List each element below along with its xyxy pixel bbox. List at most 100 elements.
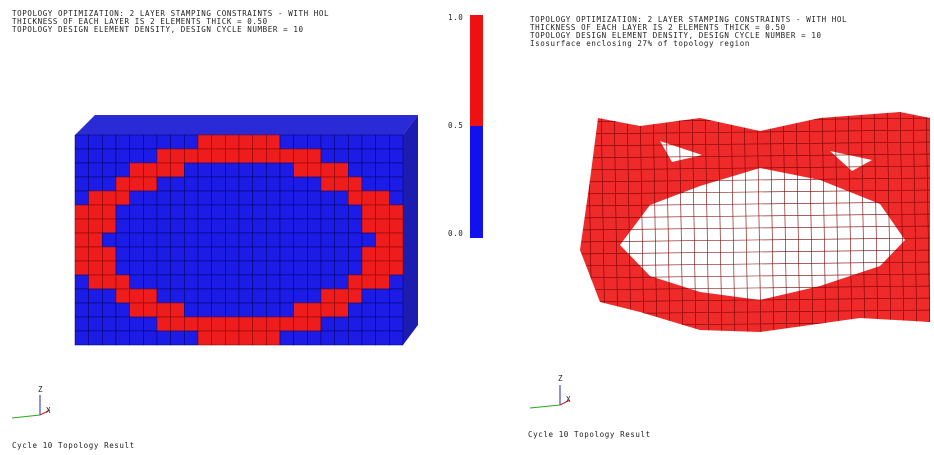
element bbox=[348, 191, 362, 205]
element bbox=[102, 219, 116, 233]
element bbox=[307, 163, 321, 177]
element bbox=[389, 275, 403, 289]
element bbox=[376, 219, 390, 233]
element bbox=[130, 219, 144, 233]
element bbox=[294, 191, 308, 205]
element bbox=[143, 135, 157, 149]
caption: Cycle 10 Topology Result bbox=[528, 430, 651, 439]
element bbox=[89, 205, 103, 219]
element bbox=[171, 261, 185, 275]
element bbox=[157, 135, 171, 149]
element bbox=[184, 219, 198, 233]
element bbox=[335, 331, 349, 345]
element bbox=[294, 261, 308, 275]
element bbox=[116, 177, 130, 191]
element bbox=[116, 191, 130, 205]
element bbox=[307, 233, 321, 247]
element bbox=[184, 331, 198, 345]
element bbox=[116, 275, 130, 289]
element bbox=[143, 233, 157, 247]
element bbox=[130, 275, 144, 289]
top-face bbox=[75, 115, 418, 135]
element bbox=[348, 233, 362, 247]
element bbox=[266, 233, 280, 247]
element bbox=[184, 317, 198, 331]
element bbox=[225, 303, 239, 317]
caption: Cycle 10 Topology Result bbox=[12, 441, 135, 450]
element bbox=[307, 149, 321, 163]
element bbox=[239, 275, 253, 289]
y-axis bbox=[530, 405, 560, 408]
element bbox=[389, 233, 403, 247]
element bbox=[89, 219, 103, 233]
element bbox=[280, 177, 294, 191]
element bbox=[335, 303, 349, 317]
element bbox=[362, 331, 376, 345]
mesh-line bbox=[570, 334, 934, 338]
element bbox=[362, 205, 376, 219]
element bbox=[130, 205, 144, 219]
element bbox=[75, 247, 89, 261]
element bbox=[212, 135, 226, 149]
element bbox=[266, 177, 280, 191]
element bbox=[362, 135, 376, 149]
element bbox=[75, 135, 89, 149]
element bbox=[212, 191, 226, 205]
element bbox=[280, 289, 294, 303]
element bbox=[212, 163, 226, 177]
element bbox=[212, 177, 226, 191]
element bbox=[143, 205, 157, 219]
element bbox=[294, 303, 308, 317]
element bbox=[212, 331, 226, 345]
element bbox=[307, 317, 321, 331]
element bbox=[362, 149, 376, 163]
element bbox=[198, 177, 212, 191]
element bbox=[75, 233, 89, 247]
element bbox=[362, 163, 376, 177]
element bbox=[266, 289, 280, 303]
element bbox=[253, 219, 267, 233]
element bbox=[157, 177, 171, 191]
element bbox=[335, 289, 349, 303]
element bbox=[198, 205, 212, 219]
element bbox=[321, 247, 335, 261]
element bbox=[143, 247, 157, 261]
element bbox=[157, 163, 171, 177]
element bbox=[157, 233, 171, 247]
element bbox=[130, 289, 144, 303]
element bbox=[321, 331, 335, 345]
element bbox=[225, 275, 239, 289]
element bbox=[307, 331, 321, 345]
element bbox=[130, 163, 144, 177]
element bbox=[239, 149, 253, 163]
element bbox=[253, 289, 267, 303]
element bbox=[253, 177, 267, 191]
element bbox=[198, 191, 212, 205]
element bbox=[376, 163, 390, 177]
element bbox=[89, 275, 103, 289]
element bbox=[294, 163, 308, 177]
element bbox=[294, 135, 308, 149]
element bbox=[335, 135, 349, 149]
element bbox=[171, 219, 185, 233]
element bbox=[253, 149, 267, 163]
element bbox=[198, 303, 212, 317]
element bbox=[335, 261, 349, 275]
element bbox=[294, 149, 308, 163]
element bbox=[376, 177, 390, 191]
element bbox=[75, 149, 89, 163]
element bbox=[130, 331, 144, 345]
element bbox=[307, 289, 321, 303]
element bbox=[266, 331, 280, 345]
element bbox=[266, 317, 280, 331]
element bbox=[225, 247, 239, 261]
element bbox=[184, 261, 198, 275]
element bbox=[389, 205, 403, 219]
element bbox=[239, 317, 253, 331]
element bbox=[184, 289, 198, 303]
element bbox=[239, 303, 253, 317]
y-axis bbox=[12, 415, 40, 418]
element bbox=[389, 303, 403, 317]
element bbox=[130, 247, 144, 261]
mesh-line bbox=[570, 106, 934, 110]
